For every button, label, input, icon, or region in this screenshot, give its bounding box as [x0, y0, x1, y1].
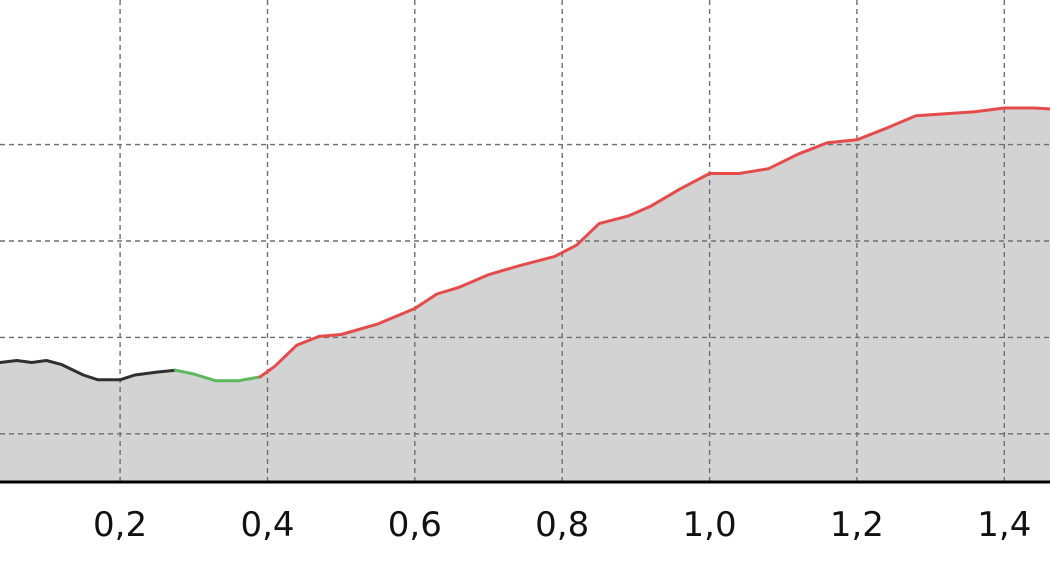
x-tick-label: 1,2 — [830, 505, 884, 545]
series-line-1 — [173, 368, 262, 383]
x-tick-label: 1,0 — [683, 505, 737, 545]
x-tick-label: 1,4 — [977, 505, 1031, 545]
x-tick-label: 0,8 — [535, 505, 589, 545]
series-line-layer — [0, 106, 1050, 383]
series-line-0 — [0, 359, 177, 382]
x-tick-label: 0,2 — [93, 505, 147, 545]
x-tick-label: 0,6 — [388, 505, 442, 545]
x-tick-labels: 0,2 0,4 0,6 0,8 1,0 1,2 1,4 — [93, 505, 1031, 545]
grid-layer — [0, 0, 1050, 482]
series-line-2 — [258, 106, 1050, 379]
area-fill — [0, 108, 1050, 482]
area-fill-layer — [0, 108, 1050, 482]
x-tick-label: 0,4 — [240, 505, 294, 545]
